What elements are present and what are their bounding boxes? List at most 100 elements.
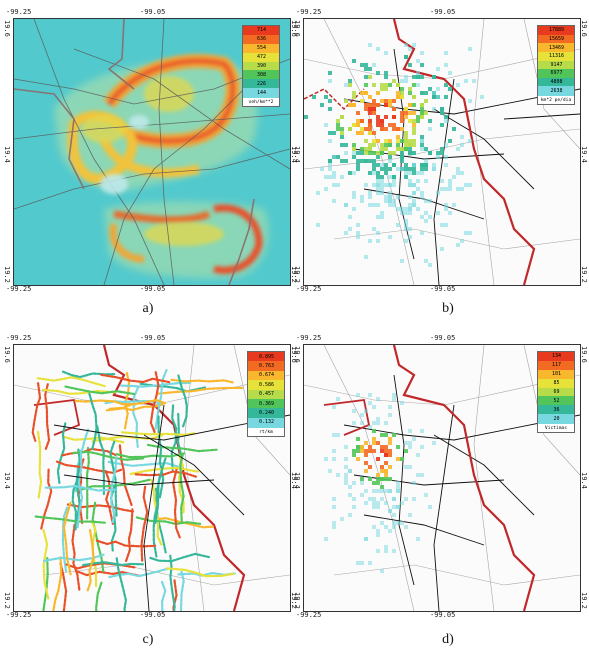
state-border-left [33,399,81,436]
density-cell [384,51,388,55]
density-cell [336,119,340,123]
legend-a-value: 144 [256,89,267,96]
density-cell [416,187,420,191]
density-cell [304,115,308,119]
victim-cell [396,485,400,489]
density-cell [328,79,332,83]
density-cell [404,139,408,143]
density-cell [324,187,328,191]
density-cell [376,163,380,167]
legend-a-swatch [243,34,279,45]
coord-b-top-left: -99.25 [296,8,322,16]
density-cell [412,203,416,207]
density-cell [360,151,364,155]
density-cell [356,167,360,171]
street-segment [118,444,133,506]
street-segment [100,373,171,384]
victim-cell [332,521,336,525]
density-cell [344,83,348,87]
density-cell [412,119,416,123]
density-cell [380,151,384,155]
density-cell [424,167,428,171]
density-cell [400,207,404,211]
street-segment [40,468,53,530]
street-segment [115,557,128,611]
density-cell [372,111,376,115]
density-cell [412,83,416,87]
density-cell [404,207,408,211]
street-segment [91,434,164,443]
coord-a-bottom-left: -99.25 [6,285,32,293]
density-cell [448,139,452,143]
street-segment [169,554,176,611]
victim-cell [332,505,336,509]
street-segment [44,484,117,492]
density-cell [376,183,380,187]
victim-cell [404,441,408,445]
density-cell [368,119,372,123]
density-cell [440,247,444,251]
density-cell [392,79,396,83]
density-cell [412,171,416,175]
density-cell [420,135,424,139]
density-cell [380,147,384,151]
victim-cell [388,441,392,445]
victim-cell [400,457,404,461]
density-cell [396,91,400,95]
victim-cell [376,529,380,533]
density-cell [416,75,420,79]
street-segment [43,553,105,562]
density-cell [332,131,336,135]
density-cell [448,211,452,215]
legend-a-swatch [243,88,279,98]
density-cell [352,103,356,107]
density-cell [456,83,460,87]
victim-cell [372,421,376,425]
legend-d-value: 20 [553,415,560,422]
victim-cell [364,501,368,505]
density-cell [356,131,360,135]
victim-cell [364,449,368,453]
density-cell [436,155,440,159]
density-cell [420,171,424,175]
density-cell [440,223,444,227]
density-cell [376,203,380,207]
density-cell [424,259,428,263]
legend-a-swatch [243,70,279,80]
legend-b-value: 6977 [550,70,563,77]
density-cell [432,167,436,171]
street-segment [41,388,117,395]
density-cell [320,167,324,171]
density-cell [392,163,396,167]
victim-cell [336,397,340,401]
density-cell [420,139,424,143]
street-segment [110,456,118,525]
density-cell [376,119,380,123]
victim-cell [376,457,380,461]
legend-a-unit: veh/km**2 [248,100,274,105]
density-cell [412,151,416,155]
victim-cell [360,481,364,485]
density-cell [408,111,412,115]
victim-cell [324,457,328,461]
density-cell [328,159,332,163]
victim-cell [396,489,400,493]
density-cell [368,195,372,199]
victim-cell [384,549,388,553]
legend-c-value: 0.132 [258,419,275,426]
victim-cell [372,497,376,501]
density-cell [400,139,404,143]
density-cell [360,159,364,163]
victim-cell [404,449,408,453]
legend-b-value: 17889 [548,27,565,34]
density-cell [324,175,328,179]
density-cell [424,111,428,115]
density-cell [424,147,428,151]
density-cell [388,139,392,143]
density-cell [368,159,372,163]
victim-cell [380,445,384,449]
density-cell [420,91,424,95]
street-segment [56,422,67,484]
victim-cell [420,445,424,449]
victim-cell [352,453,356,457]
